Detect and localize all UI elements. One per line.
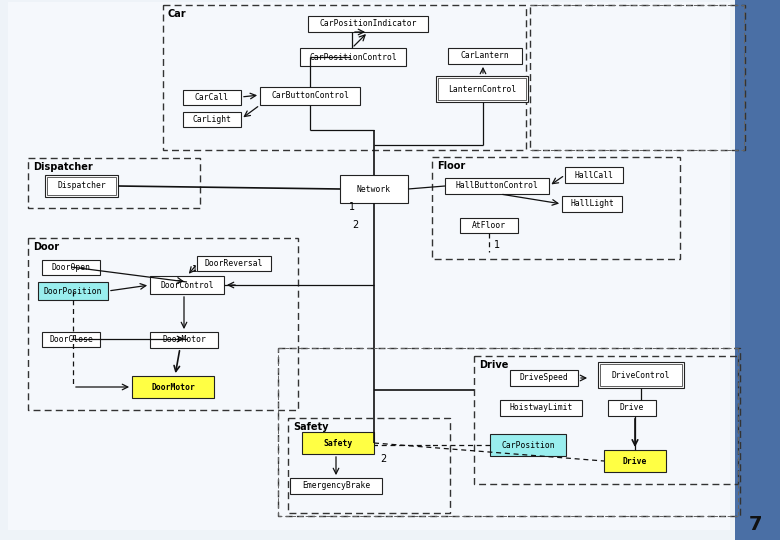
Bar [340, 175, 408, 203]
Bar [510, 370, 578, 386]
Text: 7: 7 [750, 515, 763, 534]
Bar [38, 282, 108, 300]
Text: DriveControl: DriveControl [612, 370, 670, 380]
Text: HallLight: HallLight [570, 199, 614, 208]
Bar [290, 478, 382, 494]
Text: Drive: Drive [622, 456, 647, 465]
Bar [604, 450, 666, 472]
Text: DoorClose: DoorClose [49, 335, 93, 344]
Bar [28, 158, 200, 208]
Bar [608, 400, 656, 416]
Bar [562, 196, 622, 212]
Text: DoorControl: DoorControl [160, 280, 214, 289]
Bar [300, 48, 406, 66]
Bar [163, 5, 526, 150]
Bar [598, 362, 684, 388]
Text: DriveSpeed: DriveSpeed [519, 374, 569, 382]
Bar [288, 418, 450, 513]
Text: CarButtonControl: CarButtonControl [271, 91, 349, 100]
Text: 2: 2 [380, 454, 386, 464]
Text: HallButtonControl: HallButtonControl [456, 181, 538, 191]
Text: 2: 2 [352, 220, 358, 230]
Text: DoorMotor: DoorMotor [162, 335, 206, 345]
Text: Safety: Safety [324, 438, 353, 448]
Text: Car: Car [168, 9, 186, 19]
Bar [260, 87, 360, 105]
Text: DoorOpen: DoorOpen [51, 263, 90, 272]
Bar [438, 78, 526, 100]
Text: Network: Network [357, 185, 391, 193]
Text: Drive: Drive [620, 403, 644, 413]
Text: CarCall: CarCall [195, 93, 229, 102]
Text: 1: 1 [192, 265, 198, 274]
Bar [308, 16, 428, 32]
Text: Drive: Drive [479, 360, 509, 370]
Bar [460, 218, 518, 233]
Text: CarPositionControl: CarPositionControl [309, 52, 397, 62]
Text: CarPosition: CarPosition [502, 441, 555, 449]
Text: DoorPosition: DoorPosition [44, 287, 102, 295]
Bar [490, 434, 566, 456]
Bar [132, 376, 214, 398]
Text: 1: 1 [349, 202, 355, 212]
Bar [42, 332, 100, 347]
Bar [530, 5, 745, 150]
Text: HoistwayLimit: HoistwayLimit [509, 403, 573, 413]
Bar [565, 167, 623, 183]
Bar [735, 0, 780, 540]
Bar [42, 260, 100, 275]
Text: CarPositionIndicator: CarPositionIndicator [319, 19, 417, 29]
Bar [600, 364, 682, 386]
Text: EmergencyBrake: EmergencyBrake [302, 482, 370, 490]
Text: CarLight: CarLight [193, 115, 232, 124]
Text: Dispatcher: Dispatcher [33, 162, 93, 172]
Bar [302, 432, 374, 454]
Bar [45, 175, 118, 197]
Text: DoorReversal: DoorReversal [204, 259, 264, 268]
Bar [47, 177, 116, 195]
Bar [197, 256, 271, 271]
Bar [278, 348, 740, 516]
Bar [445, 178, 549, 194]
Bar [183, 90, 241, 105]
Text: LanternControl: LanternControl [448, 84, 516, 93]
Bar [474, 356, 738, 484]
Text: 1: 1 [494, 240, 500, 250]
Bar [432, 157, 680, 259]
Text: Door: Door [33, 242, 59, 252]
Text: CarLantern: CarLantern [461, 51, 509, 60]
Text: Dispatcher: Dispatcher [57, 181, 106, 191]
Bar [28, 238, 298, 410]
Bar [150, 332, 218, 348]
Text: DoorMotor: DoorMotor [151, 382, 195, 392]
Bar [183, 112, 241, 127]
Bar [436, 76, 528, 102]
Text: AtFloor: AtFloor [472, 221, 506, 230]
Text: Safety: Safety [293, 422, 328, 432]
Bar [500, 400, 582, 416]
Bar [150, 276, 224, 294]
Text: HallCall: HallCall [575, 171, 614, 179]
Text: Floor: Floor [437, 161, 465, 171]
Bar [448, 48, 522, 64]
